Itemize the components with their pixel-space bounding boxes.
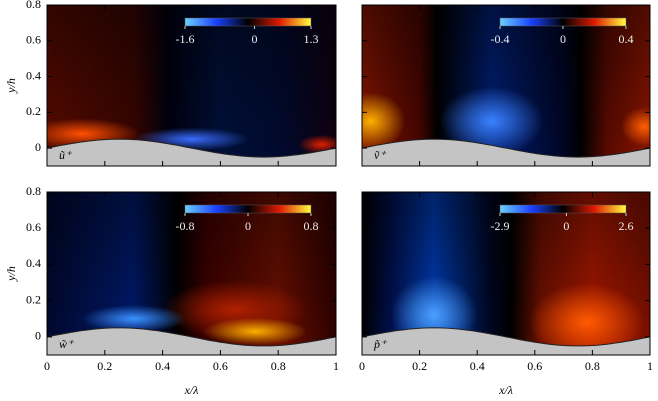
x-tick-label: 0.6 — [213, 359, 228, 373]
x-tick-label: 0.2 — [412, 359, 427, 373]
colorbar-tick-label: 1.3 — [304, 32, 319, 46]
y-tick-label: 0 — [35, 329, 41, 343]
field-blob — [298, 134, 336, 155]
y-tick-label: 0.8 — [26, 184, 41, 198]
colorbar-tick-label: -1.6 — [176, 32, 195, 46]
field-label: p̃⁺ — [373, 337, 388, 351]
wall — [47, 138, 336, 166]
x-tick-label: 0.4 — [155, 359, 170, 373]
y-tick-label: 0 — [35, 140, 41, 154]
field-label: ũ⁺ — [59, 148, 73, 162]
y-axis-label: y/h — [4, 78, 18, 94]
wall — [362, 138, 650, 166]
field — [47, 192, 336, 355]
frame — [46, 4, 337, 167]
field-blob — [529, 283, 645, 355]
x-axis-label: x/λ — [184, 383, 199, 397]
y-tick-label: 0.4 — [26, 68, 41, 82]
panel: 0 0.2 0.4 0.6 0.8 1 x/λ p̃⁺ -2.9 0 2.6 — [359, 191, 653, 397]
x-axis-label: x/λ — [498, 383, 513, 397]
x-tick-label: 0.8 — [271, 359, 286, 373]
colorbar-tick-label: 0 — [245, 219, 251, 233]
field-blob — [362, 92, 406, 151]
y-axis-label: y/h — [4, 266, 18, 282]
x-tick-label: 0.8 — [585, 359, 600, 373]
colorbar — [499, 17, 627, 27]
x-tick-label: 0.4 — [470, 359, 485, 373]
panel: ṽ⁺ -0.4 0 0.4 — [361, 4, 651, 167]
colorbar-tick-label: 0 — [560, 32, 566, 46]
x-tick-label: 0.2 — [97, 359, 112, 373]
y-tick-label: 0.6 — [26, 220, 41, 234]
field-label: w̃⁺ — [59, 337, 75, 351]
colorbar-tick-label: -0.4 — [491, 32, 510, 46]
colorbar-tick-label: 2.6 — [619, 219, 634, 233]
y-tick-label: 0.4 — [26, 256, 41, 270]
frame — [361, 4, 651, 167]
field-blob — [621, 107, 650, 146]
field — [47, 5, 336, 166]
y-tick-label: 0.6 — [26, 33, 41, 47]
panel: 0 0.2 0.4 0.6 0.8 y/h ũ⁺ -1.6 0 1.3 — [4, 0, 337, 167]
x-tick-label: 0 — [44, 359, 50, 373]
frame — [361, 191, 651, 356]
colorbar-tick-label: -0.8 — [176, 219, 195, 233]
colorbar — [499, 204, 627, 214]
wall — [47, 327, 336, 355]
colorbar-tick-label: 0.4 — [619, 32, 634, 46]
field-label: ṽ⁺ — [374, 148, 387, 162]
field — [362, 192, 650, 355]
colorbar-tick-label: 0 — [563, 219, 569, 233]
x-tick-label: 1 — [647, 359, 653, 373]
x-tick-label: 0 — [359, 359, 365, 373]
y-tick-label: 0.8 — [26, 0, 41, 11]
field — [362, 5, 650, 166]
frame — [46, 191, 337, 356]
colorbar-tick-label: 0.8 — [304, 219, 319, 233]
colorbar-tick-label: 0 — [252, 32, 258, 46]
colorbar-tick-label: -2.9 — [491, 219, 510, 233]
x-tick-label: 1 — [333, 359, 339, 373]
panel: 0 0.2 0.4 0.6 0.8 1 0 0.2 0.4 0.6 0.8 x/λ y/h w̃⁺ -0.8… — [4, 184, 339, 397]
field-blob — [81, 305, 186, 333]
colorbar — [184, 204, 312, 214]
y-tick-label: 0.2 — [26, 104, 41, 118]
y-tick-label: 0.2 — [26, 292, 41, 306]
wall — [362, 327, 650, 355]
colorbar — [184, 17, 312, 27]
x-tick-label: 0.6 — [527, 359, 542, 373]
field-blob — [439, 86, 544, 157]
field-blob — [203, 317, 308, 346]
